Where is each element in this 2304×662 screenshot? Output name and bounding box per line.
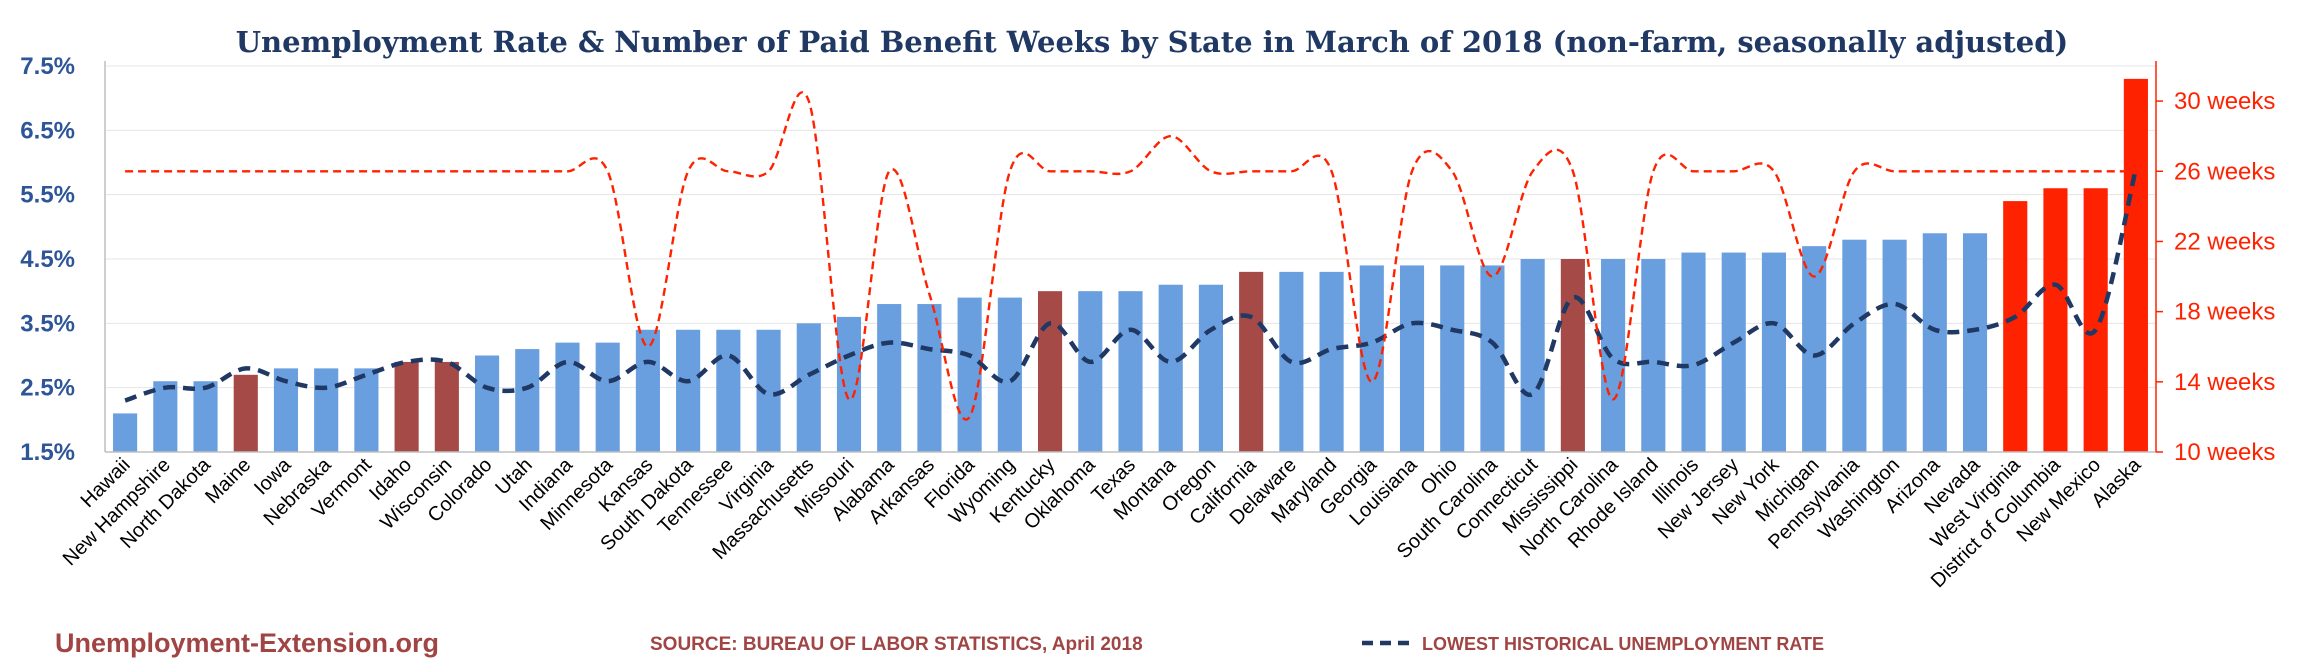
y-tick-label: 2.5% [20,375,75,402]
bar [474,355,500,452]
bar [1641,259,1666,452]
bar [1078,291,1103,452]
bar [1158,284,1183,452]
bar [1882,239,1907,452]
bar [555,342,580,452]
bar [2083,188,2108,452]
y-tick-label: 5.5% [20,182,75,209]
y2-tick-label: 30 weeks [2174,88,2275,115]
lowest-rate-line [124,168,2139,403]
y2-tick-label: 14 weeks [2174,369,2275,396]
bar [113,413,138,452]
lines [124,91,2139,421]
source-note: SOURCE: BUREAU OF LABOR STATISTICS, Apri… [650,634,1143,655]
y-tick-label: 3.5% [20,310,75,337]
bar [1560,259,1585,452]
bar [153,381,178,452]
bar [1761,252,1787,452]
benefit-weeks-line [125,91,2136,421]
bar [434,361,459,452]
bar [796,323,821,452]
bar [1239,271,1264,452]
y2-tick-label: 26 weeks [2174,158,2275,185]
bar [515,349,540,452]
bar [193,381,218,452]
bar [1721,252,1746,452]
bar [354,368,379,452]
bar [877,304,902,452]
y-tick-label: 1.5% [20,439,75,466]
bar [233,374,258,452]
bar [1038,291,1063,452]
bar [2123,78,2148,452]
bar [1802,246,1827,452]
legend-label: LOWEST HISTORICAL UNEMPLOYMENT RATE [1422,634,1824,654]
bar [2003,201,2028,452]
bar [1681,252,1706,452]
bar [1601,259,1626,452]
bar [716,329,741,452]
bar [1922,233,1947,452]
bars [113,78,2148,452]
y2-tick-label: 18 weeks [2174,299,2275,326]
site-name: Unemployment-Extension.org [55,628,439,658]
y-tick-label: 4.5% [20,246,75,273]
axes: 1.5% 2.5% 3.5% 4.5% 5.5% 6.5% 7.5% 10 weeks 14 w… [20,53,2275,466]
bar [1440,265,1465,452]
y2-tick-label: 22 weeks [2174,228,2275,255]
bar [314,368,339,452]
bar [1842,239,1867,452]
x-tick-label: Maine [201,454,255,508]
bar [1480,265,1505,452]
bar [917,304,942,452]
bar [1399,265,1425,452]
bar [1319,271,1344,452]
bar [957,297,982,452]
bar [2043,188,2068,452]
bar [635,329,660,452]
bar [676,329,701,452]
chart-title: Unemployment Rate & Number of Paid Benef… [236,25,2069,59]
bar [1962,233,1988,452]
y2-tick-label: 10 weeks [2174,439,2275,466]
bar [394,361,419,452]
y-tick-label: 7.5% [20,53,75,80]
y-tick-label: 6.5% [20,117,75,144]
bar [1520,259,1545,452]
legend: LOWEST HISTORICAL UNEMPLOYMENT RATE [1362,634,1824,654]
bar [595,342,620,452]
bar [1118,291,1143,452]
bar [1198,284,1223,452]
